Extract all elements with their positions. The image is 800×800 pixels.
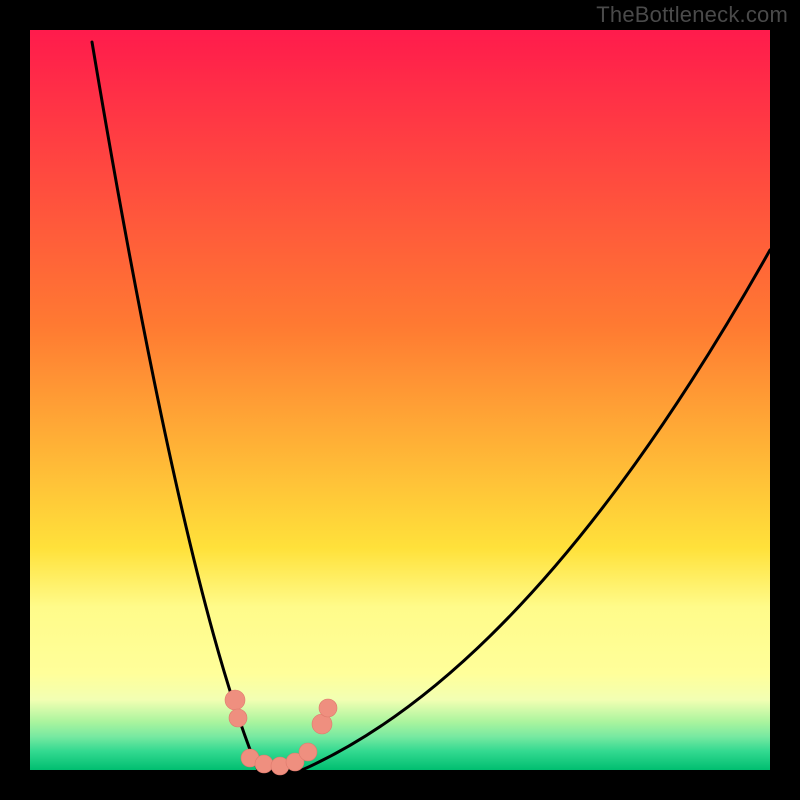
plot-gradient-bg xyxy=(30,30,770,770)
marker-dot xyxy=(299,743,317,761)
marker-dot xyxy=(255,755,273,773)
chart-frame: TheBottleneck.com xyxy=(0,0,800,800)
watermark-text: TheBottleneck.com xyxy=(596,2,788,28)
bottleneck-chart xyxy=(0,0,800,800)
marker-dot xyxy=(319,699,337,717)
marker-dot xyxy=(229,709,247,727)
marker-dot xyxy=(225,690,245,710)
